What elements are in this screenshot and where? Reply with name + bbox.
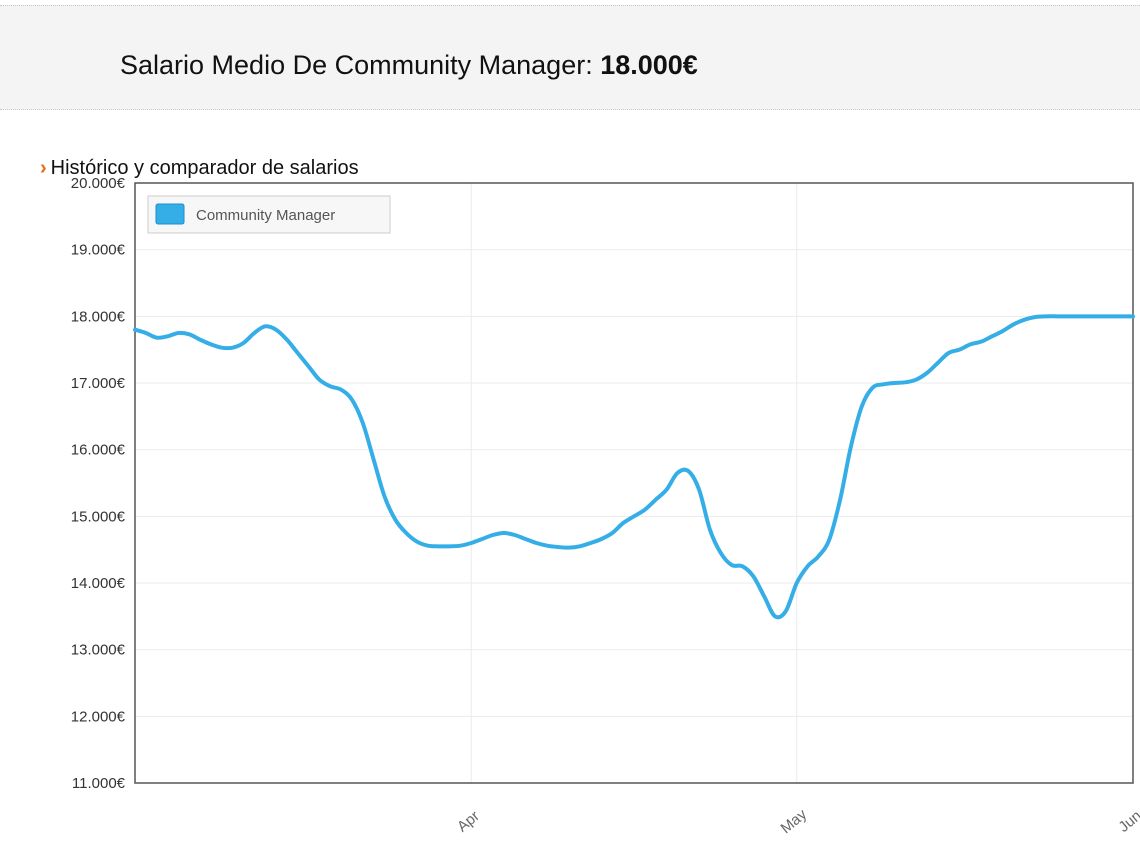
plot-frame <box>134 182 1134 784</box>
y-tick-label: 18.000€ <box>71 308 126 325</box>
series-line-community-manager[interactable] <box>133 314 1135 620</box>
y-tick-label: 12.000€ <box>71 708 126 725</box>
chart-grid <box>135 183 1133 783</box>
salary-headline-label: Salario Medio De Community Manager: <box>120 50 601 80</box>
section-title: › Histórico y comparador de salarios <box>40 156 359 180</box>
salary-headline: Salario Medio De Community Manager: 18.0… <box>120 49 698 81</box>
y-tick-label: 17.000€ <box>71 375 126 392</box>
legend-swatch <box>155 203 185 225</box>
legend-label: Community Manager <box>196 207 335 224</box>
chevron-right-icon: › <box>40 157 47 179</box>
y-tick-label: 20.000€ <box>71 175 126 192</box>
y-tick-label: 11.000€ <box>72 775 126 792</box>
series-layer <box>133 314 1135 620</box>
y-axis: 11.000€ 12.000€ 13.000€ 14.000€ 15.000€ 16.00… <box>71 175 126 792</box>
x-tick-label: Jun <box>1115 807 1140 836</box>
chart-legend[interactable]: Community Manager <box>147 195 391 234</box>
y-tick-label: 13.000€ <box>71 642 126 659</box>
y-tick-label: 19.000€ <box>71 242 126 259</box>
y-tick-label: 16.000€ <box>71 442 126 459</box>
average-salary-value: 18.000€ <box>600 50 698 80</box>
x-axis: Apr May Jun <box>454 806 1140 838</box>
legend-box <box>147 195 391 234</box>
plot-background <box>135 183 1133 783</box>
y-tick-label: 14.000€ <box>71 575 126 592</box>
x-tick-label: Apr <box>454 808 483 836</box>
section-title-text: Histórico y comparador de salarios <box>50 157 359 179</box>
y-tick-label: 15.000€ <box>71 508 126 525</box>
salary-header: Salario Medio De Community Manager: 18.0… <box>0 5 1140 110</box>
x-tick-label: May <box>778 806 811 838</box>
